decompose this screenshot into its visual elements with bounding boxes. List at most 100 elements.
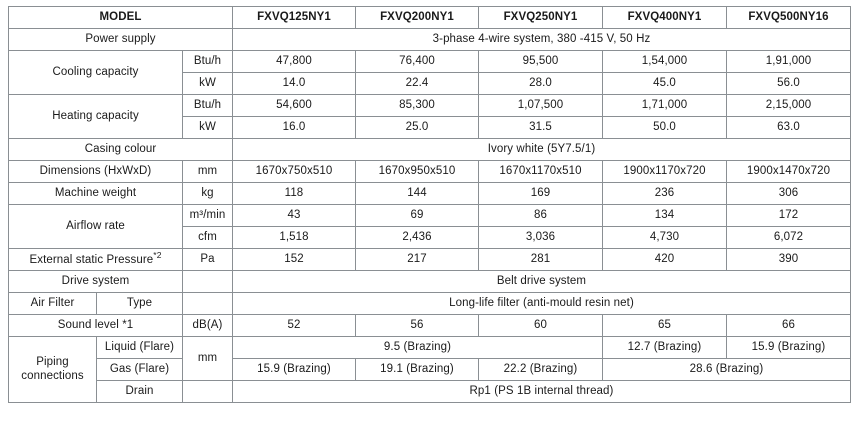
sound-level-3: 60: [478, 314, 603, 337]
table-header-row: MODEL FXVQ125NY1 FXVQ200NY1 FXVQ250NY1 F…: [8, 6, 851, 29]
label-air-filter-type: Type: [96, 292, 183, 315]
label-air-filter: Air Filter: [8, 292, 97, 315]
label-power-supply: Power supply: [8, 28, 233, 51]
row-air-filter: Air Filter Type Long-life filter (anti-m…: [8, 292, 851, 315]
row-sound-level: Sound level *1 dB(A) 52 56 60 65 66: [8, 314, 851, 337]
row-drive-system: Drive system Belt drive system: [8, 270, 851, 293]
piping-gas-span-4-5: 28.6 (Brazing): [602, 358, 851, 381]
airflow-m3min-3: 86: [478, 204, 603, 227]
dimensions-1: 1670x750x510: [232, 160, 356, 183]
label-external-static-pressure-text: External static Pressure: [29, 254, 154, 267]
label-piping-gas: Gas (Flare): [96, 358, 183, 381]
unit-piping-drain: [182, 380, 233, 403]
model-name-3: FXVQ250NY1: [478, 6, 603, 29]
label-airflow-rate: Airflow rate: [8, 204, 183, 249]
machine-weight-1: 118: [232, 182, 356, 205]
piping-gas-1: 15.9 (Brazing): [232, 358, 356, 381]
airflow-m3min-5: 172: [726, 204, 851, 227]
cooling-kw-4: 45.0: [602, 72, 727, 95]
specification-table: MODEL FXVQ125NY1 FXVQ200NY1 FXVQ250NY1 F…: [8, 6, 851, 403]
esp-2: 217: [355, 248, 479, 271]
label-external-static-pressure: External static Pressure*2: [8, 248, 183, 271]
label-dimensions: Dimensions (HxWxD): [8, 160, 183, 183]
sound-level-2: 56: [355, 314, 479, 337]
heating-btu-1: 54,600: [232, 94, 356, 117]
dimensions-5: 1900x1470x720: [726, 160, 851, 183]
esp-1: 152: [232, 248, 356, 271]
label-sound-level-text: Sound level: [57, 318, 123, 331]
model-name-4: FXVQ400NY1: [602, 6, 727, 29]
row-cooling-capacity-btu: Cooling capacity Btu/h 47,800 76,400 95,…: [8, 50, 851, 95]
heating-kw-1: 16.0: [232, 116, 356, 139]
piping-gas-3: 22.2 (Brazing): [478, 358, 603, 381]
label-sound-level: Sound level *1: [8, 314, 183, 337]
unit-external-static-pressure: Pa: [182, 248, 233, 271]
label-drive-system: Drive system: [8, 270, 183, 293]
cooling-btu-2: 76,400: [355, 50, 479, 73]
cooling-kw-2: 22.4: [355, 72, 479, 95]
piping-liquid-span-1-3: 9.5 (Brazing): [232, 336, 603, 359]
sound-level-5: 66: [726, 314, 851, 337]
model-name-2: FXVQ200NY1: [355, 6, 479, 29]
value-drive-system: Belt drive system: [232, 270, 851, 293]
row-piping-liquid: Piping connections Liquid (Flare) mm 9.5…: [8, 336, 851, 403]
cooling-btu-3: 95,500: [478, 50, 603, 73]
header-model-label: MODEL: [8, 6, 233, 29]
unit-machine-weight: kg: [182, 182, 233, 205]
heating-btu-4: 1,71,000: [602, 94, 727, 117]
piping-gas-2: 19.1 (Brazing): [355, 358, 479, 381]
row-piping-drain: Drain Rp1 (PS 1B internal thread): [9, 380, 851, 403]
sound-level-4: 65: [602, 314, 727, 337]
heating-kw-3: 31.5: [478, 116, 603, 139]
sound-level-1: 52: [232, 314, 356, 337]
cooling-kw-1: 14.0: [232, 72, 356, 95]
model-name-5: FXVQ500NY16: [726, 6, 851, 29]
heating-kw-2: 25.0: [355, 116, 479, 139]
unit-air-filter: [182, 292, 233, 315]
airflow-m3min-4: 134: [602, 204, 727, 227]
row-external-static-pressure: External static Pressure*2 Pa 152 217 28…: [8, 248, 851, 271]
heating-kw-5: 63.0: [726, 116, 851, 139]
unit-cooling-btu: Btu/h: [182, 50, 233, 73]
row-dimensions: Dimensions (HxWxD) mm 1670x750x510 1670x…: [8, 160, 851, 183]
label-casing-colour: Casing colour: [8, 138, 233, 161]
row-power-supply: Power supply 3-phase 4-wire system, 380 …: [8, 28, 851, 51]
value-piping-drain: Rp1 (PS 1B internal thread): [232, 380, 851, 403]
airflow-cfm-2: 2,436: [355, 226, 479, 249]
cooling-kw-5: 56.0: [726, 72, 851, 95]
piping-liquid-4: 12.7 (Brazing): [602, 336, 727, 359]
unit-heating-btu: Btu/h: [182, 94, 233, 117]
heating-btu-2: 85,300: [355, 94, 479, 117]
cooling-btu-5: 1,91,000: [726, 50, 851, 73]
label-heating-capacity: Heating capacity: [8, 94, 183, 139]
label-sound-level-note: *1: [122, 318, 134, 331]
airflow-cfm-5: 6,072: [726, 226, 851, 249]
row-piping-gas: Gas (Flare) 15.9 (Brazing) 19.1 (Brazing…: [9, 358, 851, 381]
machine-weight-4: 236: [602, 182, 727, 205]
model-name-1: FXVQ125NY1: [232, 6, 356, 29]
unit-heating-kw: kW: [182, 116, 233, 139]
dimensions-4: 1900x1170x720: [602, 160, 727, 183]
heating-btu-5: 2,15,000: [726, 94, 851, 117]
unit-piping-connections: mm: [182, 336, 233, 381]
value-power-supply: 3-phase 4-wire system, 380 -415 V, 50 Hz: [232, 28, 851, 51]
unit-airflow-m3min: m³/min: [182, 204, 233, 227]
heating-kw-4: 50.0: [602, 116, 727, 139]
esp-5: 390: [726, 248, 851, 271]
value-casing-colour: Ivory white (5Y7.5/1): [232, 138, 851, 161]
label-piping-liquid: Liquid (Flare): [96, 336, 183, 359]
airflow-m3min-2: 69: [355, 204, 479, 227]
airflow-cfm-1: 1,518: [232, 226, 356, 249]
value-air-filter: Long-life filter (anti-mould resin net): [232, 292, 851, 315]
cooling-kw-3: 28.0: [478, 72, 603, 95]
heating-btu-3: 1,07,500: [478, 94, 603, 117]
row-casing-colour: Casing colour Ivory white (5Y7.5/1): [8, 138, 851, 161]
unit-cooling-kw: kW: [182, 72, 233, 95]
airflow-m3min-1: 43: [232, 204, 356, 227]
row-cooling-capacity-kw: kW 14.0 22.4 28.0 45.0 56.0: [9, 72, 851, 95]
unit-airflow-cfm: cfm: [182, 226, 233, 249]
cooling-btu-1: 47,800: [232, 50, 356, 73]
row-machine-weight: Machine weight kg 118 144 169 236 306: [8, 182, 851, 205]
piping-liquid-5: 15.9 (Brazing): [726, 336, 851, 359]
